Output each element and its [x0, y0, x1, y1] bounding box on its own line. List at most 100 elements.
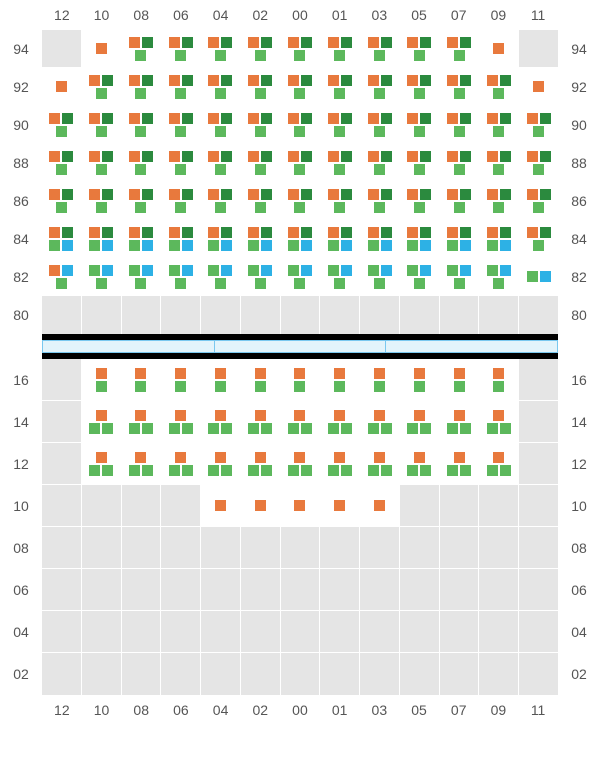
seat-cell[interactable]: [281, 106, 321, 143]
seat[interactable]: [407, 189, 418, 200]
seat[interactable]: [341, 189, 352, 200]
seat[interactable]: [248, 189, 259, 200]
seat[interactable]: [493, 368, 504, 379]
seat-cell[interactable]: [161, 220, 201, 257]
seat[interactable]: [255, 452, 266, 463]
seat[interactable]: [89, 423, 100, 434]
seat[interactable]: [89, 265, 100, 276]
seat[interactable]: [182, 423, 193, 434]
seat[interactable]: [328, 37, 339, 48]
seat[interactable]: [447, 265, 458, 276]
seat[interactable]: [334, 410, 345, 421]
seat[interactable]: [540, 227, 551, 238]
seat[interactable]: [255, 278, 266, 289]
seat-cell[interactable]: [122, 106, 162, 143]
seat-cell[interactable]: [201, 182, 241, 219]
seat[interactable]: [255, 202, 266, 213]
seat[interactable]: [182, 465, 193, 476]
seat[interactable]: [420, 240, 431, 251]
seat[interactable]: [175, 452, 186, 463]
seat[interactable]: [248, 265, 259, 276]
seat[interactable]: [407, 423, 418, 434]
seat[interactable]: [414, 452, 425, 463]
seat[interactable]: [381, 189, 392, 200]
seat[interactable]: [407, 227, 418, 238]
seat-cell[interactable]: [241, 258, 281, 295]
seat[interactable]: [175, 278, 186, 289]
seat[interactable]: [487, 189, 498, 200]
seat[interactable]: [334, 202, 345, 213]
seat-cell[interactable]: [281, 359, 321, 400]
seat-cell[interactable]: [281, 443, 321, 484]
seat[interactable]: [182, 227, 193, 238]
seat[interactable]: [341, 265, 352, 276]
seat[interactable]: [102, 227, 113, 238]
seat[interactable]: [182, 37, 193, 48]
seat-cell[interactable]: [519, 220, 558, 257]
seat[interactable]: [294, 500, 305, 511]
seat[interactable]: [129, 75, 140, 86]
seat[interactable]: [56, 126, 67, 137]
seat-cell[interactable]: [82, 106, 122, 143]
seat-cell[interactable]: [320, 68, 360, 105]
seat[interactable]: [540, 189, 551, 200]
seat[interactable]: [374, 202, 385, 213]
seat[interactable]: [255, 368, 266, 379]
seat-cell[interactable]: [122, 443, 162, 484]
seat-cell[interactable]: [42, 220, 82, 257]
seat[interactable]: [215, 88, 226, 99]
seat[interactable]: [500, 240, 511, 251]
seat-cell[interactable]: [122, 258, 162, 295]
seat[interactable]: [129, 240, 140, 251]
seat[interactable]: [129, 265, 140, 276]
seat[interactable]: [454, 50, 465, 61]
seat-cell[interactable]: [320, 359, 360, 400]
seat[interactable]: [169, 227, 180, 238]
seat[interactable]: [301, 151, 312, 162]
seat[interactable]: [175, 126, 186, 137]
seat[interactable]: [221, 37, 232, 48]
seat-cell[interactable]: [161, 30, 201, 67]
seat-cell[interactable]: [281, 220, 321, 257]
seat[interactable]: [533, 81, 544, 92]
seat[interactable]: [420, 189, 431, 200]
seat[interactable]: [460, 465, 471, 476]
seat[interactable]: [221, 465, 232, 476]
seat-cell[interactable]: [320, 106, 360, 143]
seat[interactable]: [129, 227, 140, 238]
seat[interactable]: [182, 151, 193, 162]
seat[interactable]: [407, 113, 418, 124]
seat[interactable]: [169, 265, 180, 276]
seat[interactable]: [142, 189, 153, 200]
seat[interactable]: [487, 423, 498, 434]
seat-cell[interactable]: [161, 144, 201, 181]
seat[interactable]: [374, 500, 385, 511]
seat[interactable]: [294, 381, 305, 392]
seat[interactable]: [374, 126, 385, 137]
seat[interactable]: [169, 151, 180, 162]
seat[interactable]: [255, 88, 266, 99]
seat[interactable]: [414, 202, 425, 213]
seat[interactable]: [215, 126, 226, 137]
seat-cell[interactable]: [479, 443, 519, 484]
seat[interactable]: [221, 113, 232, 124]
seat[interactable]: [420, 151, 431, 162]
seat[interactable]: [368, 423, 379, 434]
seat[interactable]: [493, 164, 504, 175]
seat-cell[interactable]: [241, 144, 281, 181]
seat[interactable]: [460, 227, 471, 238]
seat[interactable]: [62, 227, 73, 238]
seat-cell[interactable]: [122, 30, 162, 67]
seat[interactable]: [381, 227, 392, 238]
seat[interactable]: [460, 113, 471, 124]
seat[interactable]: [447, 75, 458, 86]
seat[interactable]: [215, 164, 226, 175]
seat[interactable]: [142, 37, 153, 48]
seat[interactable]: [487, 465, 498, 476]
seat-cell[interactable]: [400, 182, 440, 219]
seat[interactable]: [381, 75, 392, 86]
seat[interactable]: [368, 75, 379, 86]
seat-cell[interactable]: [82, 258, 122, 295]
seat[interactable]: [447, 113, 458, 124]
seat-cell[interactable]: [320, 401, 360, 442]
